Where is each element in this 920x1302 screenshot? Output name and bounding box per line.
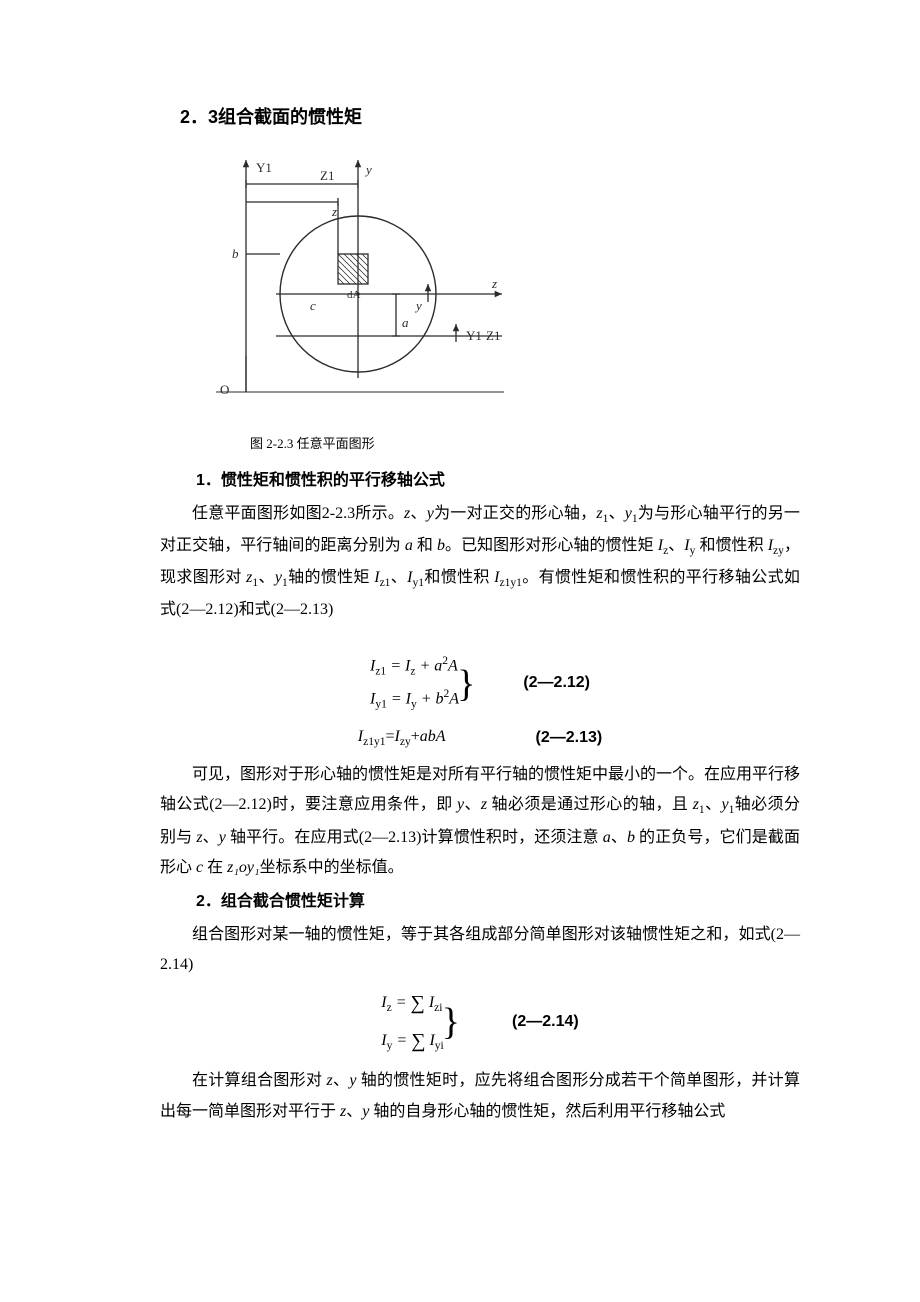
eq212-formula: Iz1 = Iz + a2A Iy1 = Iy + b2A [370, 651, 459, 716]
svg-text:z: z [491, 276, 497, 291]
eq212-label: (2—2.12) [523, 668, 590, 698]
p2-d: 轴平行。在应用式(2—2.13)计算惯性积时，还须注意 [226, 829, 603, 846]
sym-y1c: y1 [721, 796, 734, 813]
subhead-2: 2．组合截合惯性矩计算 [196, 887, 800, 917]
sym-Iz1: Iz1 [374, 569, 390, 586]
p2-f: 在 [203, 859, 227, 876]
eq214-formula: Iz = ∑ Izi Iy = ∑ Iyi [381, 984, 443, 1060]
sym-z3: z [196, 829, 202, 846]
p4-a: 在计算组合图形对 [192, 1072, 327, 1089]
svg-text:y: y [364, 162, 372, 177]
p2-b: 轴必须是通过形心的轴，且 [487, 796, 693, 813]
paragraph-1: 任意平面图形如图2-2.3所示。z、y为一对正交的形心轴，z1、y1为与形心轴平… [160, 499, 800, 626]
paragraph-2: 可见，图形对于形心轴的惯性矩是对所有平行轴的惯性矩中最小的一个。在应用平行移轴公… [160, 760, 800, 883]
figure-2-2-3: Y1Z1yzbdAczyY1Z1aO [210, 154, 800, 423]
sym-y2: y [457, 796, 464, 813]
p4-c: 轴的自身形心轴的惯性矩，然后利用平行移轴公式 [369, 1103, 725, 1120]
sym-z: z [404, 505, 410, 522]
sym-b2: b [627, 829, 635, 846]
sym-z5: z [340, 1103, 346, 1120]
sym-y3: y [219, 829, 226, 846]
p1-f: 和惯性积 [695, 537, 767, 554]
subhead-1: 1．惯性矩和惯性积的平行移轴公式 [196, 466, 800, 496]
section-title: 2．3组合截面的惯性矩 [180, 100, 800, 134]
eq214-label: (2—2.14) [512, 1007, 579, 1037]
equation-2-2-13: Iz1y1=Izy+abA (2—2.13) [160, 722, 800, 754]
paragraph-3: 组合图形对某一轴的惯性矩，等于其各组成部分简单图形对该轴惯性矩之和，如式(2—2… [160, 920, 800, 981]
sym-z1c: z1 [693, 796, 705, 813]
sym-z1: z1 [596, 505, 608, 522]
figure-svg: Y1Z1yzbdAczyY1Z1aO [210, 154, 508, 412]
sym-Izy: Izy [768, 537, 784, 554]
p1-i: 和惯性积 [424, 569, 494, 586]
figure-caption: 图 2-2.3 任意平面图形 [250, 432, 800, 457]
p1-d: 和 [413, 537, 437, 554]
svg-text:Z1: Z1 [486, 328, 500, 343]
eq213-formula: Iz1y1=Izy+abA [358, 722, 446, 754]
sym-Iy1: Iy1 [407, 569, 424, 586]
sym-z1b: z1 [246, 569, 258, 586]
sym-a2: a [603, 829, 611, 846]
paragraph-4: 在计算组合图形对 z、y 轴的惯性矩时，应先将组合图形分成若干个简单图形，并计算… [160, 1066, 800, 1127]
svg-text:Z1: Z1 [320, 168, 334, 183]
p1-a: 任意平面图形如图2-2.3所示。 [192, 505, 404, 522]
svg-text:c: c [310, 298, 316, 313]
sym-Iz1y1: Iz1y1 [494, 569, 522, 586]
equation-2-2-12: Iz1 = Iz + a2A Iy1 = Iy + b2A } (2—2.12) [160, 651, 800, 716]
p1-h: 轴的惯性矩 [288, 569, 375, 586]
sym-Iy: Iy [684, 537, 695, 554]
svg-text:a: a [402, 315, 409, 330]
p1-e: 。已知图形对形心轴的惯性矩 [445, 537, 658, 554]
sym-z1oy1: z₁oy₁ [227, 859, 259, 876]
sym-a: a [405, 537, 413, 554]
svg-text:O: O [220, 382, 229, 397]
sym-b: b [437, 537, 445, 554]
svg-text:Y1: Y1 [466, 328, 482, 343]
sym-y1b: y1 [275, 569, 288, 586]
eq214-brace: } [442, 1003, 460, 1041]
svg-text:z: z [331, 204, 337, 219]
svg-text:b: b [232, 246, 239, 261]
sym-y: y [427, 505, 434, 522]
svg-text:y: y [414, 298, 422, 313]
sym-y1: y1 [625, 505, 638, 522]
eq213-label: (2—2.13) [536, 723, 603, 753]
eq212-brace: } [457, 665, 475, 703]
svg-text:Y1: Y1 [256, 160, 272, 175]
equation-2-2-14: Iz = ∑ Izi Iy = ∑ Iyi } (2—2.14) [160, 984, 800, 1060]
p2-g: 坐标系中的坐标值。 [260, 859, 404, 876]
p1-b: 为一对正交的形心轴， [434, 505, 597, 522]
sym-z4: z [327, 1072, 333, 1089]
sym-Iz: Iz [658, 537, 668, 554]
